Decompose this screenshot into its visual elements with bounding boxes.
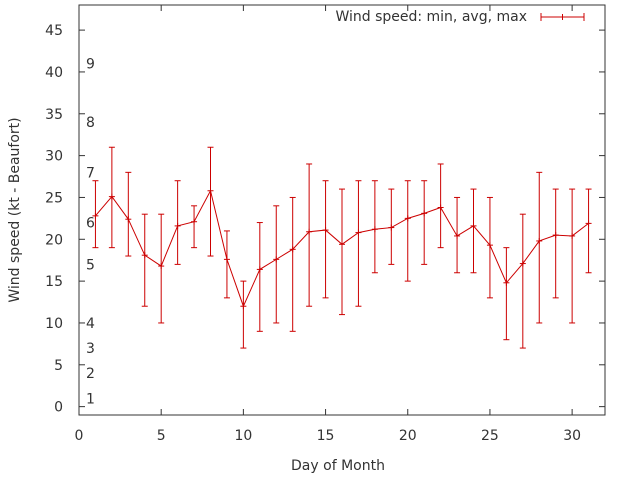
beaufort-label: 9: [86, 57, 95, 73]
avg-point: [322, 227, 329, 234]
beaufort-scale-labels: 1 2 3 4 5 6 7 8 9: [86, 57, 95, 408]
y-tick-label: 40: [45, 65, 63, 81]
legend-label: Wind speed: min, avg, max: [335, 9, 527, 25]
plot-frame: [78, 4, 606, 416]
error-bar: [421, 180, 428, 265]
avg-point: [569, 232, 576, 239]
avg-point: [371, 226, 378, 233]
avg-point: [207, 187, 214, 194]
avg-point: [388, 224, 395, 231]
avg-point: [585, 220, 592, 227]
x-tick-label: 25: [481, 428, 499, 444]
avg-point: [289, 246, 296, 253]
x-tick-label: 0: [75, 428, 84, 444]
avg-point: [223, 256, 230, 263]
error-bar: [289, 196, 296, 332]
x-tick-label: 15: [317, 428, 335, 444]
error-bar: [585, 188, 592, 274]
avg-point: [437, 204, 444, 211]
beaufort-label: 1: [86, 391, 95, 407]
error-bar: [519, 213, 526, 349]
error-bar: [355, 180, 362, 307]
avg-point: [240, 303, 247, 310]
avg-point: [256, 266, 263, 273]
avg-point: [486, 242, 493, 249]
x-tick-label: 30: [563, 428, 581, 444]
legend-swatch: [540, 13, 585, 21]
beaufort-label: 3: [86, 341, 95, 357]
error-bar: [240, 280, 247, 349]
avg-point: [339, 241, 345, 248]
avg-point: [519, 260, 526, 267]
avg-point: [470, 222, 477, 229]
beaufort-label: 4: [86, 316, 95, 332]
y-tick-label: 25: [45, 190, 63, 206]
error-bar: [273, 205, 280, 324]
avg-point: [191, 218, 198, 225]
y-tick-label: 10: [45, 316, 63, 332]
error-bar: [322, 180, 329, 299]
avg-point: [125, 216, 132, 223]
avg-point: [421, 210, 428, 217]
error-bar: [339, 188, 345, 316]
beaufort-label: 7: [86, 165, 95, 181]
error-bar: [404, 180, 411, 282]
x-tick-label: 20: [399, 428, 417, 444]
y-tick-label: 5: [54, 358, 63, 374]
y-tick-label: 20: [45, 232, 63, 248]
avg-point: [552, 232, 559, 239]
x-tick-label: 5: [157, 428, 166, 444]
y-tick-label: 35: [45, 107, 63, 123]
avg-point: [355, 229, 362, 236]
avg-point: [503, 279, 510, 286]
error-bar: [536, 171, 543, 324]
error-bar: [256, 222, 263, 332]
error-bar: [503, 247, 510, 341]
avg-point: [141, 252, 148, 259]
y-tick-label: 45: [45, 23, 63, 39]
y-axis-label: Wind speed (kt - Beaufort): [7, 117, 23, 302]
error-bar: [569, 188, 576, 324]
avg-point: [273, 256, 280, 263]
error-bar: [470, 188, 477, 274]
error-bar: [191, 205, 198, 249]
avg-point: [108, 193, 115, 200]
avg-point: [306, 228, 313, 235]
avg-point: [158, 263, 165, 270]
error-bar: [552, 188, 559, 299]
y-tick-label: 0: [54, 400, 63, 416]
error-bar: [125, 171, 132, 257]
avg-point: [174, 222, 181, 229]
avg-point: [404, 215, 411, 222]
y-tick-label: 15: [45, 274, 63, 290]
error-bar: [223, 230, 230, 299]
beaufort-label: 8: [86, 115, 95, 131]
avg-point: [92, 212, 99, 219]
beaufort-label: 2: [86, 366, 95, 382]
error-bar: [141, 213, 148, 307]
legend: Wind speed: min, avg, max: [335, 9, 585, 25]
x-axis-label: Day of Month: [291, 458, 385, 474]
error-bar: [306, 163, 313, 307]
avg-point: [536, 237, 543, 244]
data-layer: [92, 146, 592, 349]
error-bar: [174, 180, 181, 265]
y-tick-label: 30: [45, 149, 63, 165]
x-tick-label: 10: [234, 428, 252, 444]
error-bar: [207, 146, 214, 257]
avg-point: [454, 232, 461, 239]
beaufort-label: 6: [86, 216, 95, 232]
beaufort-label: 5: [86, 257, 95, 273]
